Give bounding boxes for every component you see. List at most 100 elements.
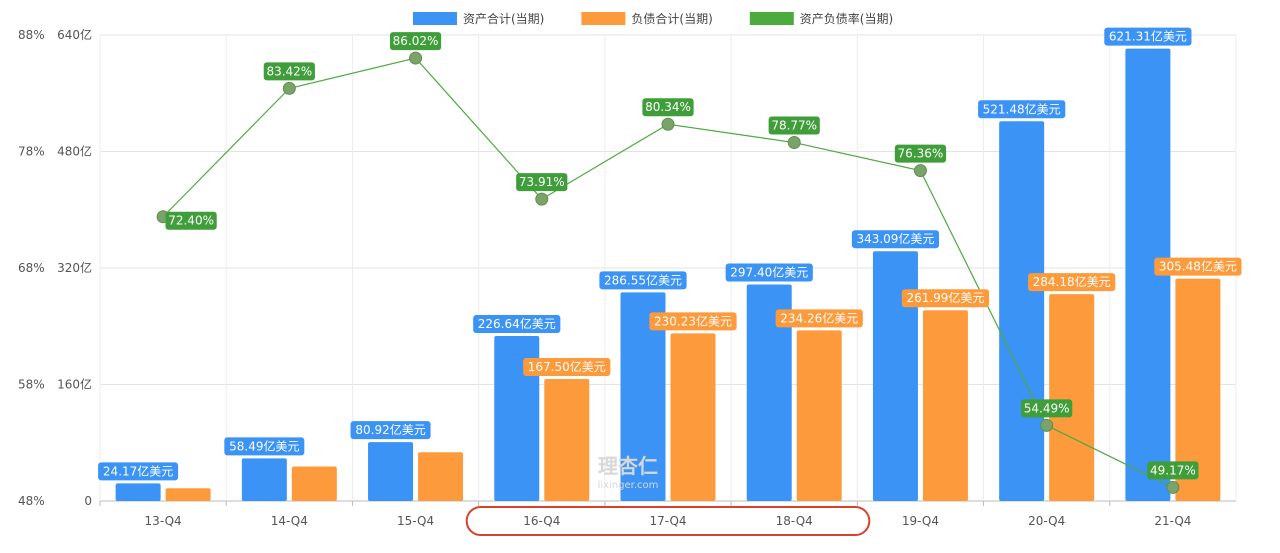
left-tick-label: 640亿: [57, 27, 92, 42]
line-point[interactable]: [661, 117, 675, 131]
bar-data-label: 226.64亿美元: [473, 314, 561, 333]
svg-text:234.26亿美元: 234.26亿美元: [780, 310, 858, 325]
svg-text:24.17亿美元: 24.17亿美元: [103, 463, 173, 478]
line-data-label: 80.34%: [642, 98, 694, 117]
svg-text:72.40%: 72.40%: [168, 214, 214, 228]
bar-data-label: 58.49亿美元: [224, 437, 305, 456]
line-point[interactable]: [409, 51, 423, 65]
bar-assets[interactable]: [115, 483, 161, 501]
bar-liabilities[interactable]: [1175, 278, 1221, 501]
bar-data-label: 521.48亿美元: [978, 100, 1066, 119]
line-data-label: 72.40%: [165, 211, 217, 230]
line-point[interactable]: [1166, 480, 1180, 494]
bar-data-label: 234.26亿美元: [775, 309, 863, 328]
left-tick-label: 160亿: [57, 377, 92, 392]
right-axis-ticks: 48% 58% 68% 78% 88%: [18, 28, 45, 508]
percent-tick-label: 68%: [18, 261, 45, 275]
legend-swatch: [581, 12, 626, 25]
bar-data-label: 80.92亿美元: [350, 421, 431, 440]
line-point[interactable]: [282, 81, 296, 95]
svg-text:76.36%: 76.36%: [898, 147, 944, 161]
bar-assets[interactable]: [368, 442, 414, 501]
x-tick-label: 20-Q4: [1028, 514, 1065, 528]
legend-swatch: [413, 12, 457, 25]
line-data-label: 78.77%: [768, 116, 820, 135]
bar-liabilities[interactable]: [165, 488, 211, 501]
svg-text:78.77%: 78.77%: [771, 119, 817, 133]
watermark-url: lixinger.com: [598, 480, 659, 491]
bar-data-label: 297.40亿美元: [725, 263, 813, 282]
line-data-label: 76.36%: [894, 144, 947, 163]
line-point[interactable]: [1040, 418, 1054, 432]
svg-text:284.18亿美元: 284.18亿美元: [1033, 274, 1111, 289]
bar-assets[interactable]: [241, 458, 287, 501]
left-axis-ticks: 0 160亿 320亿 480亿 640亿: [57, 27, 92, 508]
svg-text:343.09亿美元: 343.09亿美元: [856, 231, 934, 246]
percent-tick-label: 48%: [18, 494, 45, 508]
bar-liabilities[interactable]: [796, 330, 842, 501]
svg-text:167.50亿美元: 167.50亿美元: [528, 359, 606, 374]
bar-data-label: 621.31亿美元: [1104, 27, 1192, 46]
svg-text:230.23亿美元: 230.23亿美元: [654, 313, 732, 328]
line-data-label: 49.17%: [1147, 461, 1199, 480]
x-tick-label: 13-Q4: [145, 514, 182, 528]
legend-swatch: [749, 12, 794, 25]
svg-text:49.17%: 49.17%: [1150, 463, 1196, 477]
svg-text:54.49%: 54.49%: [1024, 401, 1070, 415]
legend-label: 资产负债率(当期): [800, 11, 893, 26]
bar-data-labels: 24.17亿美元 58.49亿美元 80.92亿美元 226.64亿美元 286.55亿…: [98, 27, 1242, 481]
bar-data-label: 305.48亿美元: [1154, 257, 1242, 276]
bar-assets[interactable]: [620, 292, 666, 501]
bar-liabilities[interactable]: [922, 310, 968, 501]
bar-data-label: 284.18亿美元: [1028, 273, 1116, 292]
line-data-label: 54.49%: [1021, 399, 1073, 418]
svg-text:73.91%: 73.91%: [519, 175, 565, 189]
bar-data-label: 167.50亿美元: [523, 358, 611, 377]
svg-text:86.02%: 86.02%: [393, 34, 439, 48]
watermark-logo: 理杏仁: [598, 454, 658, 478]
legend-item[interactable]: 负债合计(当期): [581, 11, 713, 26]
bar-assets[interactable]: [494, 335, 540, 501]
bar-assets[interactable]: [999, 121, 1045, 502]
line-data-label: 73.91%: [516, 173, 568, 192]
x-axis-ticks: 13-Q4 14-Q4 15-Q4 16-Q4 17-Q4 18-Q4 19-Q4 20-Q4…: [99, 501, 1191, 528]
x-tick-label: 19-Q4: [902, 514, 939, 528]
svg-text:226.64亿美元: 226.64亿美元: [478, 316, 556, 331]
bar-data-label: 261.99亿美元: [901, 289, 990, 308]
x-tick-label: 18-Q4: [776, 514, 813, 528]
bar-liabilities[interactable]: [418, 452, 464, 501]
line-data-labels: 72.40% 83.42% 86.02% 73.91% 80.34% 78.77% 76.3…: [165, 32, 1199, 480]
legend-label: 负债合计(当期): [631, 11, 712, 26]
bar-assets[interactable]: [872, 251, 918, 501]
svg-text:261.99亿美元: 261.99亿美元: [906, 290, 984, 305]
svg-text:621.31亿美元: 621.31亿美元: [1109, 29, 1187, 44]
bar-liabilities[interactable]: [544, 379, 590, 501]
bar-data-label: 286.55亿美元: [599, 271, 687, 290]
bar-liabilities[interactable]: [1049, 294, 1095, 501]
legend-item[interactable]: 资产合计(当期): [413, 11, 544, 26]
svg-text:286.55亿美元: 286.55亿美元: [604, 272, 682, 287]
svg-text:58.49亿美元: 58.49亿美元: [229, 438, 299, 453]
svg-text:521.48亿美元: 521.48亿美元: [983, 101, 1061, 116]
svg-text:80.34%: 80.34%: [645, 100, 691, 114]
line-point[interactable]: [913, 164, 927, 178]
bar-liabilities[interactable]: [291, 466, 337, 501]
bar-data-label: 24.17亿美元: [98, 462, 179, 481]
legend-item[interactable]: 资产负债率(当期): [749, 11, 893, 26]
bar-liabilities[interactable]: [670, 333, 716, 501]
left-tick-label: 0: [84, 494, 92, 508]
x-tick-label: 15-Q4: [397, 514, 434, 528]
bar-assets[interactable]: [1125, 48, 1171, 502]
line-point[interactable]: [535, 192, 549, 206]
x-tick-label: 17-Q4: [649, 514, 686, 528]
bar-assets[interactable]: [746, 284, 792, 501]
line-data-label: 86.02%: [389, 32, 442, 51]
line-point[interactable]: [787, 136, 801, 150]
legend[interactable]: 资产合计(当期) 负债合计(当期) 资产负债率(当期): [413, 11, 893, 26]
svg-text:297.40亿美元: 297.40亿美元: [730, 264, 808, 279]
percent-tick-label: 88%: [18, 28, 45, 42]
bar-data-label: 343.09亿美元: [851, 230, 940, 249]
percent-tick-label: 78%: [18, 145, 45, 159]
x-tick-label: 21-Q4: [1154, 514, 1191, 528]
